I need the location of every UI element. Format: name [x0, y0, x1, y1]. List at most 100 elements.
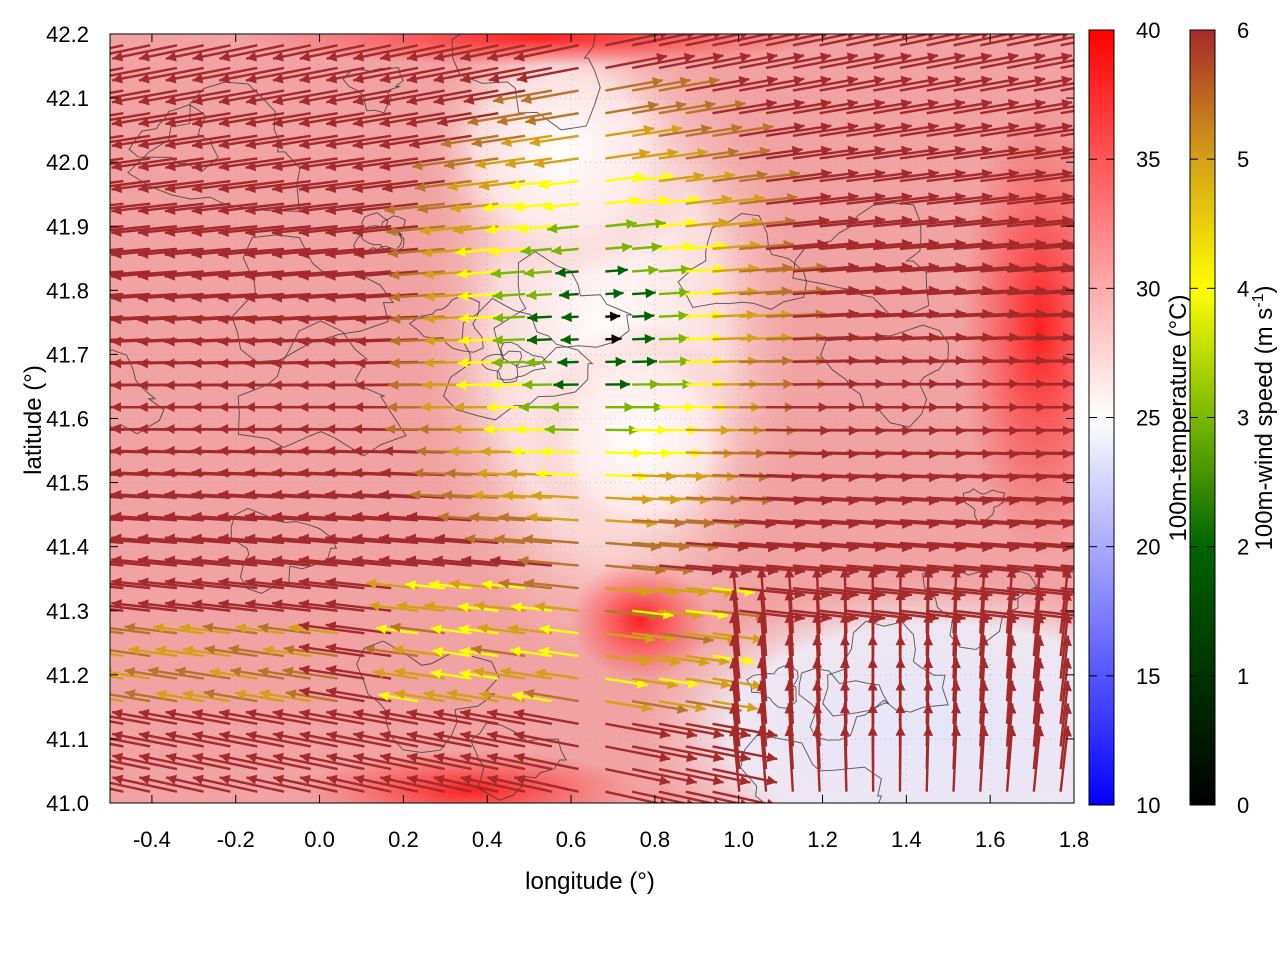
wind-vector — [353, 752, 419, 771]
wind-vector — [209, 667, 258, 680]
wind-vector — [872, 122, 939, 137]
wind-vector — [540, 446, 579, 457]
wind-vector — [978, 567, 989, 634]
wind-vector — [379, 89, 445, 106]
wind-vector — [432, 646, 472, 658]
wind-vector — [1033, 586, 1074, 594]
wind-vector — [110, 225, 124, 229]
wind-vector — [712, 52, 778, 70]
wind-vector — [219, 730, 285, 748]
wind-vector — [472, 490, 526, 501]
wind-vector — [325, 179, 392, 194]
wind-vector — [110, 626, 151, 635]
wind-vector — [819, 98, 885, 115]
wind-vector — [110, 787, 124, 793]
wind-vector — [792, 75, 858, 92]
wind-vector — [1060, 405, 1074, 409]
wind-vector — [111, 730, 178, 748]
wind-vector — [298, 621, 365, 635]
temperature-patch-hot-east — [960, 100, 1074, 560]
wind-vector — [544, 424, 579, 435]
wind-vector — [489, 379, 526, 390]
wind-vector — [527, 312, 552, 323]
y-tick-label: 42.2 — [46, 22, 89, 47]
x-axis-label: longitude (°) — [525, 868, 655, 895]
wind-vector — [513, 201, 552, 212]
wind-vector — [110, 675, 124, 680]
wind-vector — [111, 179, 178, 194]
wind-vector — [739, 98, 805, 115]
wind-vector — [110, 715, 151, 726]
wind-vector — [325, 270, 392, 281]
wind-vector — [765, 98, 832, 115]
wind-vector — [298, 665, 365, 680]
wind-vector — [839, 567, 850, 634]
wind-vector — [433, 44, 499, 62]
wind-vector — [153, 623, 204, 635]
wind-vector — [496, 111, 553, 126]
wind-vector — [517, 223, 552, 234]
wind-vector — [110, 111, 124, 117]
contour-line — [342, 67, 404, 114]
wind-vector — [355, 292, 419, 303]
wind-vector — [352, 202, 419, 216]
wind-vector — [410, 489, 472, 500]
wind-vector — [111, 66, 178, 84]
wind-vector — [513, 752, 579, 771]
y-tick-label: 41.8 — [46, 278, 89, 303]
wind-vector — [658, 767, 724, 786]
wind-vector — [326, 89, 392, 106]
wind-vector — [632, 218, 666, 229]
wind-vector — [605, 77, 663, 92]
wind-vector — [455, 246, 499, 257]
wind-vector — [165, 774, 231, 793]
wind-vector — [110, 89, 124, 95]
wind-vector — [712, 75, 778, 92]
wind-vector — [245, 752, 312, 771]
x-tick-label: -0.2 — [217, 827, 255, 852]
wind-vector — [443, 157, 499, 170]
wind-vector — [471, 134, 526, 148]
wind-vector — [441, 490, 499, 501]
wind-vector — [1033, 197, 1074, 205]
wind-vector — [182, 645, 231, 658]
wind-vector — [1006, 52, 1073, 70]
wind-vector — [192, 44, 258, 62]
wind-vector — [110, 737, 151, 748]
colorbar-tick-label: 35 — [1136, 147, 1160, 172]
wind-vector — [164, 157, 231, 172]
wind-vector — [406, 66, 472, 84]
x-tick-label: 1.6 — [975, 827, 1006, 852]
wind-vector — [605, 402, 635, 413]
wind-vector — [389, 270, 445, 280]
wind-vector — [165, 44, 231, 62]
wind-vector — [534, 601, 579, 612]
wind-vector — [1033, 58, 1074, 70]
wind-vector — [423, 689, 472, 703]
wind-vector — [218, 157, 285, 172]
wind-vector — [257, 622, 311, 635]
wind-vector — [110, 157, 124, 162]
wind-vector — [165, 111, 231, 128]
wind-vector — [739, 75, 805, 92]
wind-vector — [899, 98, 966, 115]
wind-vector — [553, 379, 579, 390]
wind-vector — [846, 122, 912, 137]
colorbar-tick-label: 20 — [1136, 535, 1160, 560]
wind-vector — [325, 157, 392, 172]
wind-vector — [299, 686, 365, 703]
wind-vector — [433, 774, 499, 793]
wind-vector — [756, 567, 768, 634]
wind-vector — [555, 267, 579, 278]
wind-vector — [406, 511, 472, 522]
wind-vector — [501, 134, 553, 148]
contour-line — [128, 104, 219, 173]
wind-vector — [408, 134, 472, 149]
wind-vector — [111, 111, 178, 128]
wind-vector — [110, 652, 124, 658]
wind-vector — [846, 52, 912, 70]
wind-vector — [138, 111, 204, 128]
wind-vector — [605, 745, 671, 763]
wind-vector — [298, 179, 365, 194]
wind-vector — [406, 111, 472, 128]
